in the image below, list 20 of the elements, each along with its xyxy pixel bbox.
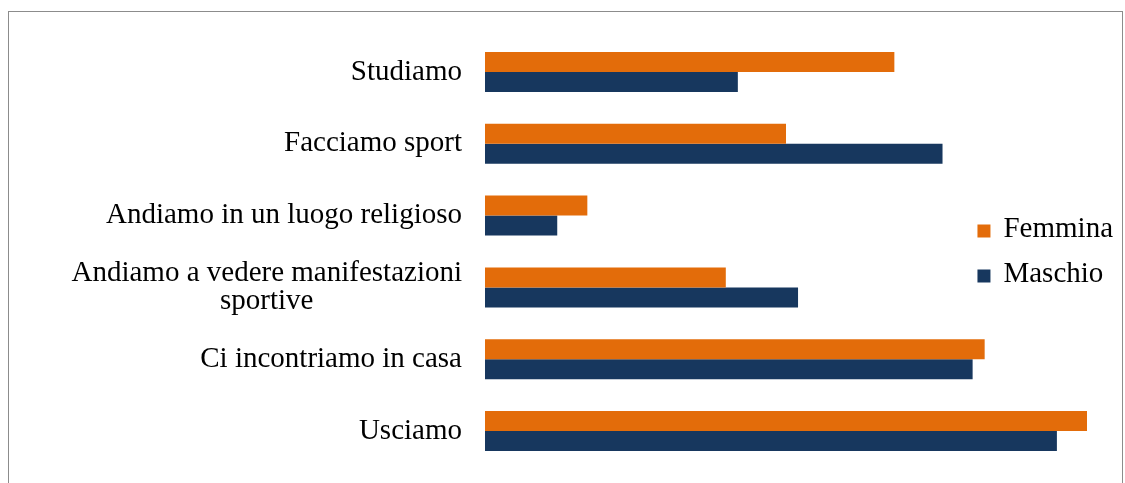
y-tick-label: Facciamo sport — [284, 125, 462, 158]
y-tick-label: Andiamo in un luogo religioso — [105, 197, 462, 230]
bar — [485, 411, 1087, 432]
bar — [485, 339, 985, 360]
y-tick-label: Andiamo a vedere manifestazioni sportive — [71, 254, 462, 316]
bar — [485, 267, 726, 288]
y-tick-label: Studiamo — [350, 53, 462, 86]
bar — [485, 195, 588, 216]
bar — [485, 359, 973, 380]
y-tick-label: Ci incontriamo in casa — [200, 340, 463, 373]
y-tick-label: Usciamo — [358, 412, 462, 445]
bar — [485, 143, 943, 164]
legend-label: Femmina — [1003, 210, 1114, 243]
bar — [485, 71, 738, 92]
legend-label: Maschio — [1003, 255, 1104, 288]
bar — [485, 431, 1057, 452]
bar — [485, 287, 799, 308]
bar — [485, 123, 786, 144]
bar — [485, 51, 895, 72]
bar — [485, 215, 558, 236]
